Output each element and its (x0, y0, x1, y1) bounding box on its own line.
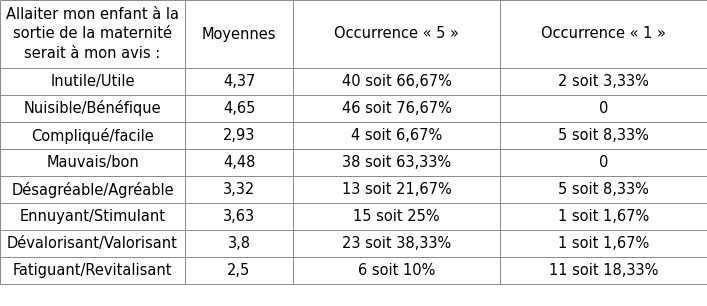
Text: 38 soit 63,33%: 38 soit 63,33% (342, 155, 451, 170)
Text: 1 soit 1,67%: 1 soit 1,67% (558, 236, 649, 251)
Text: Nuisible/Bénéfique: Nuisible/Bénéfique (24, 100, 161, 117)
Text: 3,8: 3,8 (228, 236, 250, 251)
Text: 0: 0 (599, 155, 608, 170)
Text: 6 soit 10%: 6 soit 10% (358, 263, 436, 278)
Text: 15 soit 25%: 15 soit 25% (354, 209, 440, 224)
Text: Compliqué/facile: Compliqué/facile (31, 128, 154, 144)
Text: Fatiguant/Revitalisant: Fatiguant/Revitalisant (13, 263, 173, 278)
Text: 3,32: 3,32 (223, 182, 255, 197)
Text: 2,93: 2,93 (223, 128, 255, 143)
Text: 13 soit 21,67%: 13 soit 21,67% (341, 182, 451, 197)
Text: Moyennes: Moyennes (201, 27, 276, 42)
Text: 2 soit 3,33%: 2 soit 3,33% (558, 74, 649, 89)
Text: 23 soit 38,33%: 23 soit 38,33% (342, 236, 451, 251)
Text: 1 soit 1,67%: 1 soit 1,67% (558, 209, 649, 224)
Text: 3,63: 3,63 (223, 209, 255, 224)
Text: 4 soit 6,67%: 4 soit 6,67% (351, 128, 442, 143)
Text: 4,37: 4,37 (223, 74, 255, 89)
Text: Ennuyant/Stimulant: Ennuyant/Stimulant (20, 209, 165, 224)
Text: 4,48: 4,48 (223, 155, 255, 170)
Text: 5 soit 8,33%: 5 soit 8,33% (558, 182, 649, 197)
Text: Désagréable/Agréable: Désagréable/Agréable (11, 181, 174, 197)
Text: 2,5: 2,5 (228, 263, 250, 278)
Text: 4,65: 4,65 (223, 101, 255, 116)
Text: 11 soit 18,33%: 11 soit 18,33% (549, 263, 658, 278)
Text: Occurrence « 5 »: Occurrence « 5 » (334, 27, 459, 42)
Text: 5 soit 8,33%: 5 soit 8,33% (558, 128, 649, 143)
Text: 40 soit 66,67%: 40 soit 66,67% (341, 74, 452, 89)
Text: Mauvais/bon: Mauvais/bon (46, 155, 139, 170)
Text: Inutile/Utile: Inutile/Utile (50, 74, 135, 89)
Text: Dévalorisant/Valorisant: Dévalorisant/Valorisant (7, 236, 178, 251)
Text: Allaiter mon enfant à la
sortie de la maternité
serait à mon avis :: Allaiter mon enfant à la sortie de la ma… (6, 7, 179, 61)
Text: 0: 0 (599, 101, 608, 116)
Text: Occurrence « 1 »: Occurrence « 1 » (541, 27, 666, 42)
Text: 46 soit 76,67%: 46 soit 76,67% (341, 101, 452, 116)
